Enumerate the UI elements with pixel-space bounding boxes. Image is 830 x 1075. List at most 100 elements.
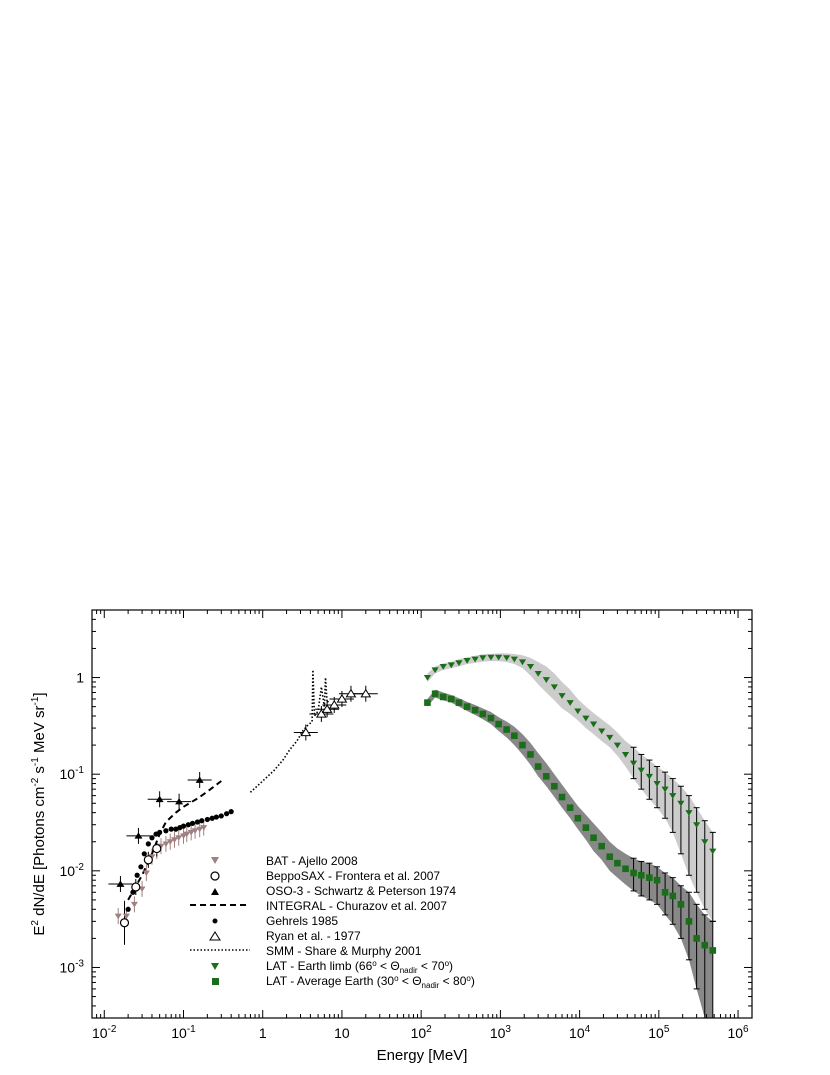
lat-limb-point xyxy=(510,656,518,663)
gehrels-point xyxy=(149,835,155,841)
bat-point xyxy=(191,828,199,834)
lat-limb-point xyxy=(518,659,527,666)
beppo-point xyxy=(152,843,162,854)
bat-point xyxy=(183,831,191,838)
lat-limb-point xyxy=(431,667,439,674)
beppo-point xyxy=(119,918,130,928)
lat-average-point xyxy=(701,941,709,949)
bat-point xyxy=(166,839,174,845)
lat-limb-point xyxy=(534,671,542,677)
lat-limb-point xyxy=(558,693,566,699)
legend-label-bat: BAT - Ajello 2008 xyxy=(266,854,358,868)
lat-average-point xyxy=(669,892,677,900)
bat-point xyxy=(196,826,204,833)
lat-average-point xyxy=(598,842,605,850)
ryan-point xyxy=(336,693,348,703)
y-tick-label: 10-3 xyxy=(60,958,85,975)
x-tick-label: 10-2 xyxy=(92,1024,117,1041)
lat-average-point xyxy=(606,853,614,861)
ryan-point xyxy=(360,688,372,698)
oso3-point xyxy=(116,880,125,887)
legend-symbol-lat-average xyxy=(212,978,219,985)
lat-band-average xyxy=(427,689,713,1018)
legend-item-ryan: Ryan et al. - 1977 xyxy=(209,929,361,943)
lat-limb-point xyxy=(701,839,709,845)
lat-average-point xyxy=(527,751,534,758)
gehrels-point xyxy=(218,813,224,819)
lat-average-point xyxy=(709,947,717,954)
lat-limb-point xyxy=(574,708,582,715)
gehrels-point xyxy=(199,818,205,824)
lat-average-point xyxy=(685,918,693,925)
lat-limb-point xyxy=(503,655,511,662)
gehrels-point xyxy=(209,815,215,821)
x-tick-label: 10-1 xyxy=(171,1024,196,1041)
bat-point xyxy=(200,825,208,831)
lat-band-limb xyxy=(427,653,713,922)
gehrels-point xyxy=(157,829,163,835)
lat-average-point xyxy=(661,888,669,896)
lat-bands xyxy=(427,653,713,1018)
lat-average-point xyxy=(439,693,447,701)
lat-average-point xyxy=(574,814,582,822)
lat-average-point xyxy=(479,710,487,718)
lat-average-point xyxy=(495,720,502,728)
lat-average-point xyxy=(431,690,439,698)
bat-point xyxy=(162,841,170,848)
x-tick-label: 1 xyxy=(259,1025,267,1041)
lat-limb-point xyxy=(447,662,455,669)
lat-average-point xyxy=(543,773,550,780)
legend-label-gehrels: Gehrels 1985 xyxy=(266,914,338,928)
x-tick-label: 106 xyxy=(727,1024,749,1041)
x-tick-label: 10 xyxy=(334,1025,350,1041)
lat-limb-point xyxy=(709,848,717,855)
ryan-point xyxy=(345,688,357,698)
legend-label-smm: SMM - Share & Murphy 2001 xyxy=(266,944,422,958)
x-tick-label: 104 xyxy=(569,1024,591,1041)
legend-label-beppo: BeppoSAX - Frontera et al. 2007 xyxy=(266,869,440,883)
gehrels-point xyxy=(173,826,179,832)
gehrels-point xyxy=(204,816,210,823)
x-axis-title: Energy [MeV] xyxy=(377,1047,468,1064)
lat-limb-point xyxy=(423,675,432,681)
x-tick-label: 102 xyxy=(411,1024,433,1041)
lat-average-point xyxy=(551,782,558,790)
x-tick-label: 105 xyxy=(648,1024,670,1041)
bat-point xyxy=(130,901,138,908)
gehrels-point xyxy=(134,872,140,878)
lat-limb-point xyxy=(685,810,693,816)
lat-limb-point xyxy=(566,700,574,706)
beppo-point xyxy=(131,882,141,892)
lat-average-point xyxy=(519,741,526,749)
lat-average-point xyxy=(558,793,566,801)
lat-average-point xyxy=(455,699,463,706)
legend-item-beppo: BeppoSAX - Frontera et al. 2007 xyxy=(210,869,440,883)
y-tick-label: 10-1 xyxy=(60,765,85,782)
gehrels-point xyxy=(125,906,131,912)
gehrels-point xyxy=(228,809,234,815)
lat-average-point xyxy=(582,824,590,831)
lat-limb-point xyxy=(661,786,669,793)
gehrels-point xyxy=(130,889,136,895)
integral-line xyxy=(127,780,222,901)
oso3-point xyxy=(134,832,143,839)
gehrels-point xyxy=(194,819,201,825)
oso3-point xyxy=(155,795,164,803)
lat-average-point xyxy=(447,695,455,703)
y-tick-label: 10-2 xyxy=(60,862,85,879)
legend-label-integral: INTEGRAL - Churazov et al. 2007 xyxy=(266,899,447,913)
bat-point xyxy=(142,870,150,877)
legend-symbol-lat-limb xyxy=(211,963,219,970)
lat-limb-point xyxy=(439,664,447,670)
lat-average-point xyxy=(424,699,431,706)
gehrels-point xyxy=(168,826,174,832)
gehrels-point xyxy=(189,820,196,826)
series-markers xyxy=(114,654,717,954)
lat-average-point xyxy=(622,865,629,873)
lat-limb-point xyxy=(693,822,701,828)
lat-limb-point xyxy=(487,654,495,661)
legend-item-bat: BAT - Ajello 2008 xyxy=(211,854,358,868)
ryan-point xyxy=(315,708,327,718)
gehrels-point xyxy=(223,811,230,817)
